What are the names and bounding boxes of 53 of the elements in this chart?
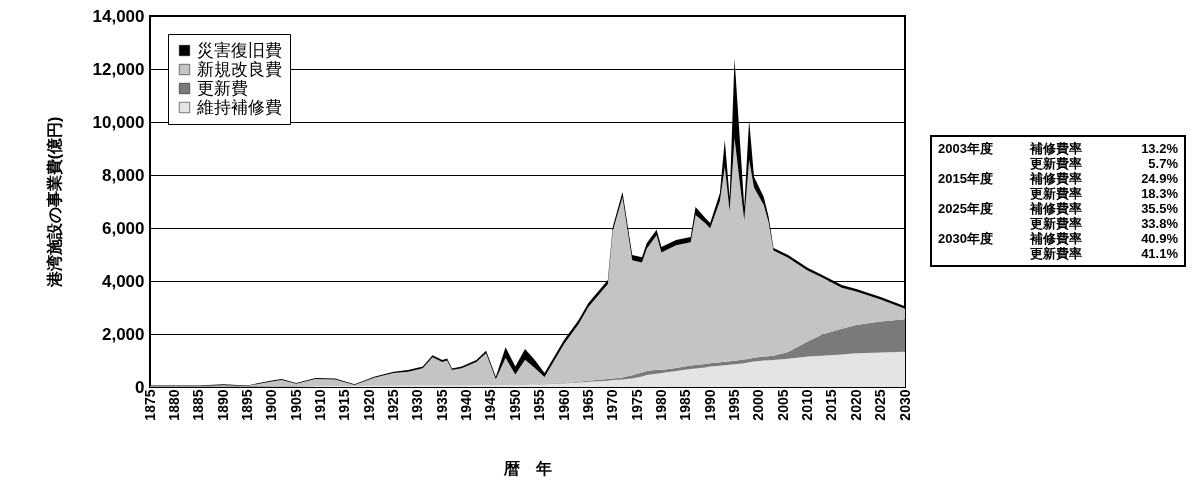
x-tick-label: 1935 bbox=[433, 389, 450, 421]
x-tick-label: 2020 bbox=[847, 389, 864, 421]
y-tick-label: 14,000 bbox=[92, 6, 145, 26]
x-tick-label: 1975 bbox=[628, 389, 645, 421]
x-tick-label: 1945 bbox=[482, 389, 499, 421]
x-tick-label: 1925 bbox=[385, 389, 402, 421]
x-tick-label: 2030 bbox=[896, 389, 913, 421]
x-tick-label: 1910 bbox=[311, 389, 328, 421]
text: 2003年度 補修費率 13.2% bbox=[938, 141, 1178, 156]
text: 更新費率 5.7% bbox=[1029, 156, 1178, 171]
x-tick-label: 1890 bbox=[214, 389, 231, 421]
x-tick-label: 1940 bbox=[458, 389, 475, 421]
x-tick-label: 1985 bbox=[677, 389, 694, 421]
y-tick-label: 6,000 bbox=[101, 218, 145, 238]
text: 更新費率 41.1% bbox=[1029, 246, 1178, 261]
x-tick-label: 1930 bbox=[409, 389, 426, 421]
text: 2030年度 補修費率 40.9% bbox=[938, 231, 1178, 246]
x-tick-label: 1970 bbox=[604, 389, 621, 421]
x-tick-label: 1895 bbox=[238, 389, 255, 421]
x-tick-label: 1880 bbox=[165, 389, 182, 421]
y-tick-label: 2,000 bbox=[101, 324, 145, 344]
text: 2015年度 補修費率 24.9% bbox=[938, 171, 1178, 186]
y-tick-label: 4,000 bbox=[101, 271, 145, 291]
x-axis-title: 暦 年 bbox=[503, 459, 552, 477]
x-tick-label: 1980 bbox=[652, 389, 669, 421]
y-axis-title: 港湾施設の事業費(億円) bbox=[44, 116, 63, 289]
text: 更新費率 18.3% bbox=[1029, 186, 1178, 201]
legend-label: 新規改良費 bbox=[197, 59, 282, 79]
x-tick-label: 1990 bbox=[701, 389, 718, 421]
x-tick-label: 2005 bbox=[774, 389, 791, 421]
x-tick-label: 1960 bbox=[555, 389, 572, 421]
text: 更新費率 33.8% bbox=[1029, 216, 1178, 231]
x-tick-label: 2025 bbox=[872, 389, 889, 421]
legend-label: 災害復旧費 bbox=[197, 40, 282, 60]
y-tick-label: 0 bbox=[135, 377, 145, 397]
x-tick-label: 1920 bbox=[360, 389, 377, 421]
x-tick-label: 1955 bbox=[531, 389, 548, 421]
x-tick-label: 2010 bbox=[799, 389, 816, 421]
text: 2025年度 補修費率 35.5% bbox=[938, 201, 1178, 216]
x-tick-label: 2000 bbox=[750, 389, 767, 421]
legend-label: 維持補修費 bbox=[196, 97, 282, 117]
x-tick-label: 1905 bbox=[287, 389, 304, 421]
y-tick-label: 12,000 bbox=[92, 59, 145, 79]
x-tick-label: 1995 bbox=[726, 389, 743, 421]
x-tick-label: 2015 bbox=[823, 389, 840, 421]
y-tick-label: 10,000 bbox=[92, 112, 145, 132]
x-tick-label: 1950 bbox=[506, 389, 523, 421]
x-tick-label: 1900 bbox=[263, 389, 280, 421]
y-tick-label: 8,000 bbox=[101, 165, 145, 185]
legend-label: 更新費 bbox=[197, 78, 248, 98]
x-tick-label: 1885 bbox=[190, 389, 207, 421]
x-tick-label: 1965 bbox=[579, 389, 596, 421]
x-tick-label: 1915 bbox=[336, 389, 353, 421]
